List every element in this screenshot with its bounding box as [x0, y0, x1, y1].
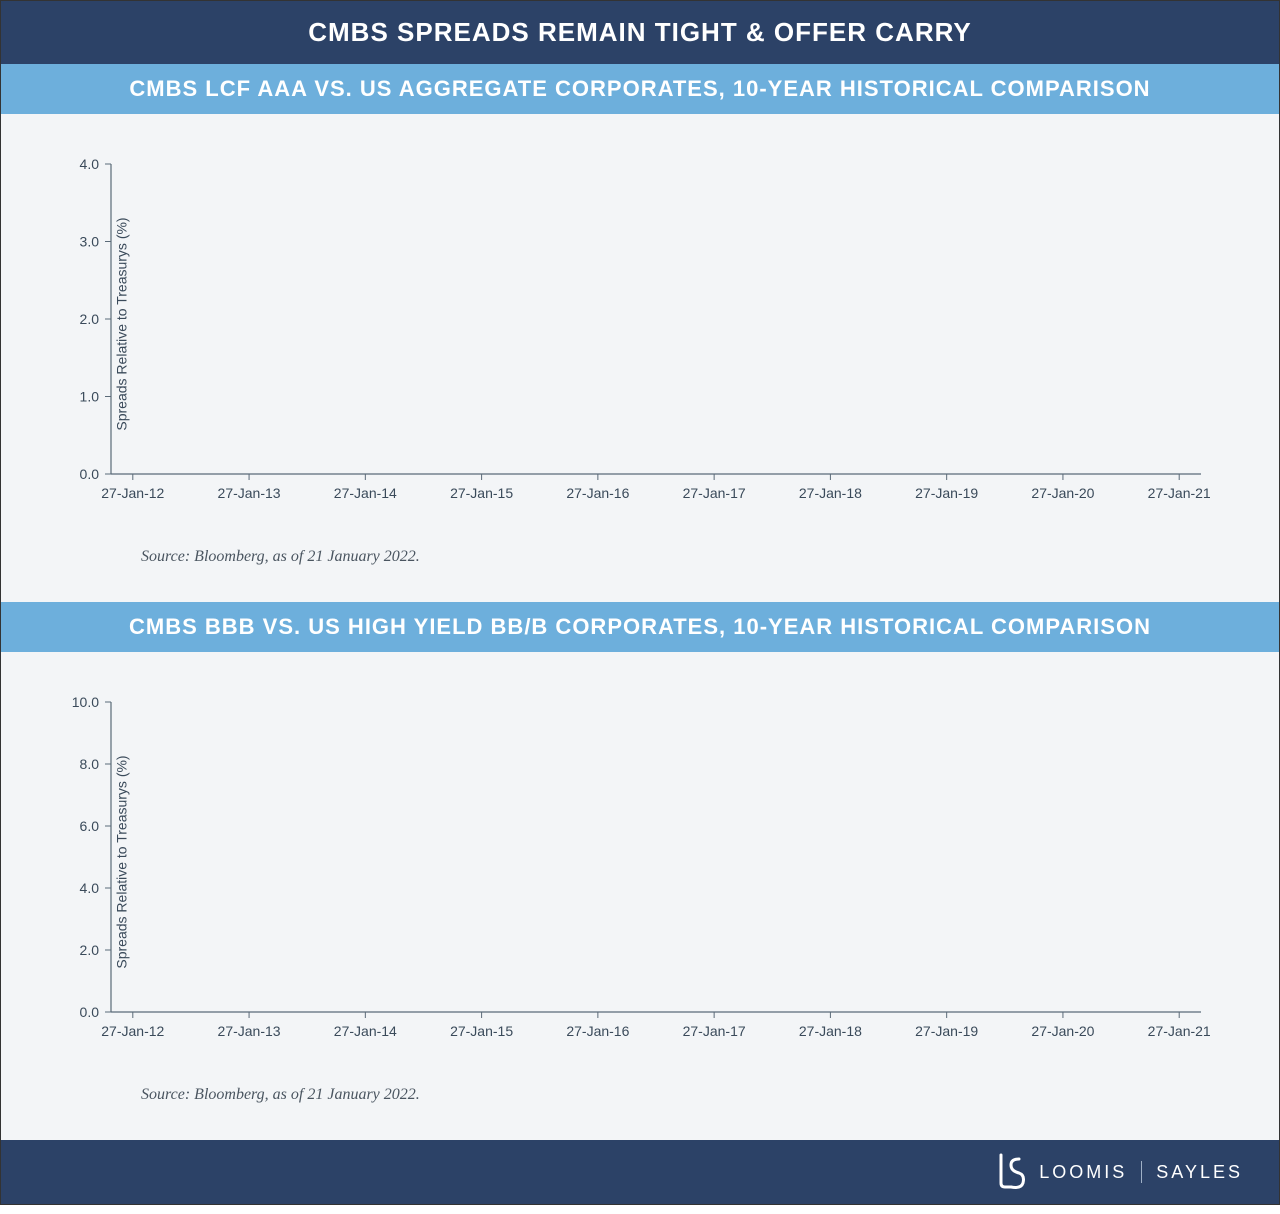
brand-divider	[1141, 1161, 1142, 1183]
svg-text:27-Jan-16: 27-Jan-16	[566, 1023, 629, 1039]
svg-text:0.0: 0.0	[80, 1004, 100, 1020]
chart2-svg: 0.0 2.0 4.0 6.0 8.0 10.0 27-Jan-12 27-Jan-13 27-…	[41, 682, 1221, 1062]
chart1-source: Source: Bloomberg, as of 21 January 2022…	[1, 534, 1279, 602]
main-title: CMBS SPREADS REMAIN TIGHT & OFFER CARRY	[1, 1, 1279, 64]
svg-text:27-Jan-17: 27-Jan-17	[683, 1023, 746, 1039]
brand-mark-icon	[997, 1153, 1027, 1191]
svg-text:4.0: 4.0	[80, 880, 100, 896]
svg-text:4.0: 4.0	[80, 156, 100, 172]
brand-text-right: SAYLES	[1156, 1162, 1243, 1183]
svg-text:27-Jan-13: 27-Jan-13	[218, 1023, 281, 1039]
svg-text:27-Jan-14: 27-Jan-14	[334, 1023, 397, 1039]
chart2-source: Source: Bloomberg, as of 21 January 2022…	[1, 1072, 1279, 1140]
svg-text:27-Jan-14: 27-Jan-14	[334, 485, 397, 501]
svg-text:27-Jan-12: 27-Jan-12	[101, 1023, 164, 1039]
chart2-title: CMBS BBB VS. US HIGH YIELD BB/B CORPORAT…	[1, 602, 1279, 652]
svg-text:27-Jan-12: 27-Jan-12	[101, 485, 164, 501]
svg-text:27-Jan-15: 27-Jan-15	[450, 1023, 513, 1039]
chart2-panel: CMBS BBB VS. US HIGH YIELD BB/B CORPORAT…	[1, 602, 1279, 1140]
chart1-area: Spreads Relative to Treasurys (%) 0.0 1.0…	[1, 114, 1279, 534]
svg-text:27-Jan-16: 27-Jan-16	[566, 485, 629, 501]
svg-text:8.0: 8.0	[80, 756, 100, 772]
brand-logo: LOOMIS SAYLES	[997, 1153, 1243, 1191]
svg-text:27-Jan-18: 27-Jan-18	[799, 485, 862, 501]
svg-text:2.0: 2.0	[80, 311, 100, 327]
svg-text:10.0: 10.0	[72, 694, 99, 710]
svg-text:0.0: 0.0	[80, 466, 100, 482]
svg-text:2.0: 2.0	[80, 942, 100, 958]
svg-text:27-Jan-20: 27-Jan-20	[1031, 1023, 1094, 1039]
svg-text:27-Jan-20: 27-Jan-20	[1031, 485, 1094, 501]
report-container: CMBS SPREADS REMAIN TIGHT & OFFER CARRY …	[0, 0, 1280, 1205]
svg-text:27-Jan-21: 27-Jan-21	[1148, 485, 1211, 501]
chart2-ylabel: Spreads Relative to Treasurys (%)	[114, 755, 130, 968]
svg-text:3.0: 3.0	[80, 234, 100, 250]
svg-text:6.0: 6.0	[80, 818, 100, 834]
svg-text:27-Jan-21: 27-Jan-21	[1148, 1023, 1211, 1039]
brand-text-left: LOOMIS	[1039, 1162, 1127, 1183]
svg-text:1.0: 1.0	[80, 389, 100, 405]
chart1-svg: 0.0 1.0 2.0 3.0 4.0 27-Jan-12 27-Jan-13 27-Jan-…	[41, 144, 1221, 524]
chart2-area: Spreads Relative to Treasurys (%) 0.0 2.0…	[1, 652, 1279, 1072]
chart1-ylabel: Spreads Relative to Treasurys (%)	[114, 217, 130, 430]
svg-text:27-Jan-19: 27-Jan-19	[915, 1023, 978, 1039]
svg-text:27-Jan-18: 27-Jan-18	[799, 1023, 862, 1039]
svg-text:27-Jan-17: 27-Jan-17	[683, 485, 746, 501]
footer: LOOMIS SAYLES	[1, 1140, 1279, 1204]
chart1-title: CMBS LCF AAA VS. US AGGREGATE CORPORATES…	[1, 64, 1279, 114]
svg-text:27-Jan-19: 27-Jan-19	[915, 485, 978, 501]
svg-text:27-Jan-15: 27-Jan-15	[450, 485, 513, 501]
svg-text:27-Jan-13: 27-Jan-13	[218, 485, 281, 501]
chart1-panel: CMBS LCF AAA VS. US AGGREGATE CORPORATES…	[1, 64, 1279, 602]
